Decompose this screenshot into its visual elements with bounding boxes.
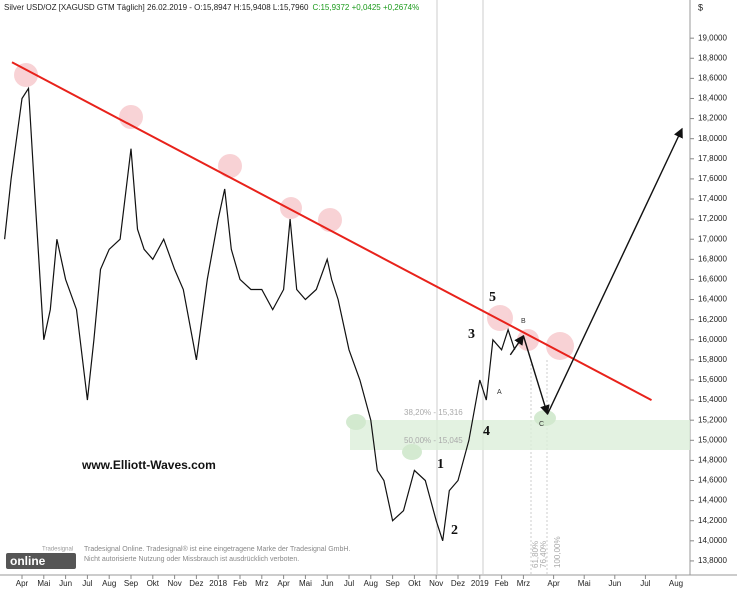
x-tick-label: Okt (147, 579, 160, 588)
y-tick-label: 14,2000 (698, 516, 727, 525)
support-marks (346, 410, 556, 460)
x-tick-label: Mai (299, 579, 312, 588)
logo-text: Tradesignal (42, 547, 73, 553)
y-tick-label: 14,8000 (698, 456, 727, 465)
y-tick-label: 18,2000 (698, 114, 727, 123)
wave-label: 2 (451, 523, 458, 538)
fib-label: 38,20% - 15,316 (404, 408, 463, 417)
x-tick-label: Feb (495, 579, 509, 588)
y-tick-label: 16,0000 (698, 335, 727, 344)
y-tick-label: 15,8000 (698, 355, 727, 364)
price-line (4, 86, 516, 541)
x-tick-label: Nov (429, 579, 443, 588)
x-tick-label: Mrz (517, 579, 530, 588)
x-tick-label: 2018 (209, 579, 227, 588)
x-tick-label: Aug (669, 579, 683, 588)
x-tick-label: Mai (37, 579, 50, 588)
x-tick-label: Jun (59, 579, 72, 588)
wave-label: 4 (483, 424, 490, 439)
wave-label: 5 (489, 290, 496, 305)
x-tick-label: Apr (277, 579, 290, 588)
y-tick-label: 15,0000 (698, 435, 727, 444)
currency: $ (698, 2, 703, 12)
fib-label: 50,00% - 15,045 (404, 436, 463, 445)
trendline (11, 61, 652, 401)
x-tick-label: Apr (547, 579, 560, 588)
x-tick-label: Dez (189, 579, 203, 588)
y-tick-label: 18,8000 (698, 53, 727, 62)
x-tick-label: Jun (608, 579, 621, 588)
x-tick-label: Okt (408, 579, 421, 588)
y-tick-label: 13,8000 (698, 556, 727, 565)
x-tick-label: Aug (364, 579, 378, 588)
x-tick-label: 2019 (471, 579, 489, 588)
y-tick-label: 16,4000 (698, 295, 727, 304)
x-tick-label: Aug (102, 579, 116, 588)
x-tick-label: Apr (16, 579, 29, 588)
wave-label: B (521, 318, 526, 325)
y-tick-label: 17,4000 (698, 194, 727, 203)
footer: Nicht autorisierte Nutzung oder Missbrau… (84, 556, 299, 563)
change: C:15,9372 +0,0425 +0,2674% (312, 3, 419, 12)
x-tick-label: Sep (385, 579, 400, 588)
y-tick-label: 17,2000 (698, 214, 727, 223)
wave-label: 1 (437, 457, 444, 472)
fib-label: 76,40% (539, 541, 548, 568)
watermark: www.Elliott-Waves.com (81, 458, 216, 472)
wave-label: 3 (468, 327, 475, 342)
wave-label: C (539, 421, 544, 428)
y-tick-label: 14,6000 (698, 476, 727, 485)
wave-label: A (497, 389, 502, 396)
projection-arrow (546, 127, 683, 415)
x-tick-label: Mrz (255, 579, 268, 588)
x-tick-label: Feb (233, 579, 247, 588)
x-tick-label: Jun (321, 579, 334, 588)
projection-arrow (522, 335, 550, 416)
y-tick-label: 17,0000 (698, 234, 727, 243)
fib-label: 61,80% (531, 541, 540, 568)
x-tick-label: Sep (124, 579, 139, 588)
y-tick-label: 16,8000 (698, 254, 727, 263)
y-tick-label: 14,0000 (698, 536, 727, 545)
y-tick-label: 15,4000 (698, 395, 727, 404)
x-tick-label: Jul (82, 579, 92, 588)
projection-arrow (509, 334, 524, 356)
y-tick-label: 17,8000 (698, 154, 727, 163)
y-tick-label: 19,0000 (698, 33, 727, 42)
y-tick-label: 15,6000 (698, 375, 727, 384)
fib-label: 100,00% (553, 536, 562, 568)
y-tick-label: 18,6000 (698, 73, 727, 82)
x-tick-label: Nov (167, 579, 181, 588)
chart-title: Silver USD/OZ [XAGUSD GTM Täglich] 26.02… (4, 3, 309, 12)
x-tick-label: Dez (451, 579, 465, 588)
x-tick-label: Jul (640, 579, 650, 588)
footer: Tradesignal Online. Tradesignal® ist ein… (84, 545, 350, 553)
y-tick-label: 14,4000 (698, 496, 727, 505)
y-tick-label: 17,6000 (698, 174, 727, 183)
x-tick-label: Jul (344, 579, 354, 588)
y-tick-label: 18,4000 (698, 94, 727, 103)
y-tick-label: 16,2000 (698, 315, 727, 324)
logo-text: online (10, 554, 46, 568)
logo-box (6, 553, 76, 569)
y-tick-label: 18,0000 (698, 134, 727, 143)
x-tick-label: Mai (578, 579, 591, 588)
y-tick-label: 16,6000 (698, 275, 727, 284)
y-tick-label: 15,2000 (698, 415, 727, 424)
support-zone (350, 420, 690, 450)
